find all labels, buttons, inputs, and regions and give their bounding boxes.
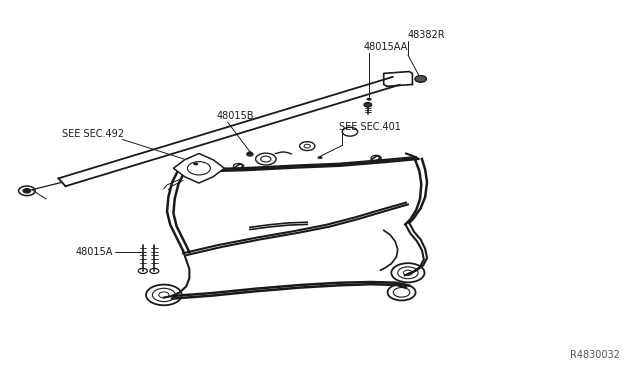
Text: 48015A: 48015A bbox=[76, 247, 113, 257]
Circle shape bbox=[317, 156, 323, 159]
Text: R4830032: R4830032 bbox=[570, 350, 620, 360]
Text: 48015B: 48015B bbox=[217, 111, 254, 121]
Circle shape bbox=[246, 153, 253, 156]
Text: SEE SEC.492: SEE SEC.492 bbox=[62, 129, 124, 139]
Circle shape bbox=[193, 162, 198, 165]
Circle shape bbox=[23, 189, 31, 193]
Text: 48382R: 48382R bbox=[408, 30, 445, 40]
Text: SEE SEC.401: SEE SEC.401 bbox=[339, 122, 401, 132]
Circle shape bbox=[364, 103, 372, 107]
Text: 48015AA: 48015AA bbox=[364, 42, 408, 52]
Circle shape bbox=[367, 98, 372, 101]
Polygon shape bbox=[173, 154, 225, 183]
Circle shape bbox=[415, 76, 426, 82]
Circle shape bbox=[247, 151, 252, 154]
